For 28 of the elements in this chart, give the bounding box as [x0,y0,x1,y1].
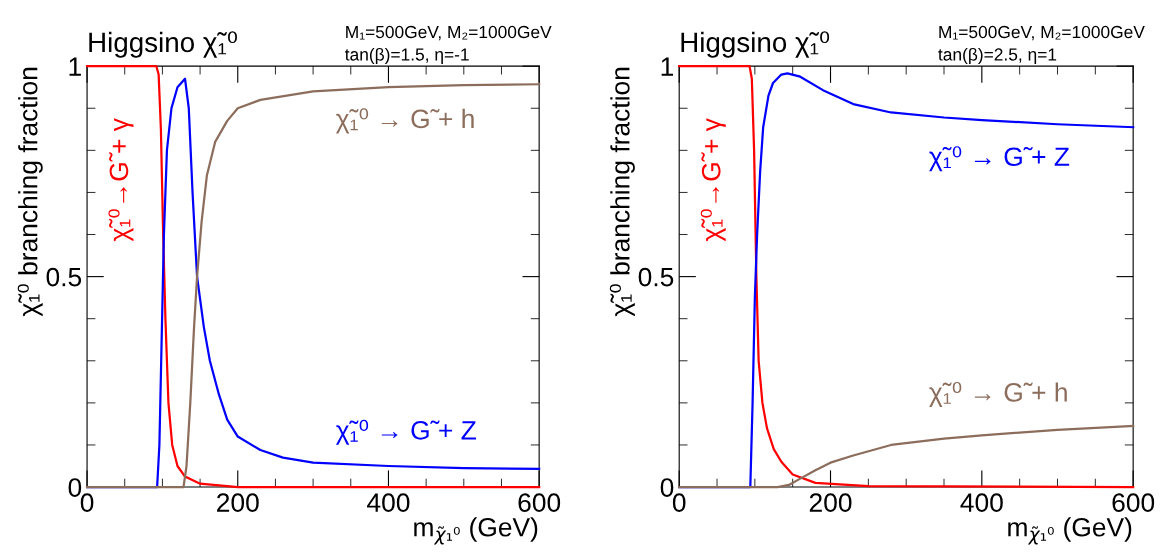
y-tick-label: 1 [661,57,674,76]
chart-title: Higgsino χ̃₁⁰ [681,31,830,58]
x-tick-label: 400 [367,493,410,512]
y-tick-label: 1 [69,57,81,76]
x-tick-label: 0 [672,493,686,512]
y-axis-title: χ̃₁⁰ branching fraction [17,67,43,317]
y-tick-label: 0 [660,478,674,497]
x-tick-label: 0 [80,493,94,512]
x-tick-label: 400 [960,493,1003,512]
x-axis-title: m$_{χ̃₁⁰}$ (GeV) [1008,517,1132,545]
text: χ̃₁⁰→G̃ + γ [700,118,726,242]
series-label: χ̃₁⁰ → G̃ + Z [929,146,1070,172]
series-label: χ̃₁⁰ → G̃ + h [335,108,474,134]
series-label: χ̃₁⁰ → G̃ + Z [335,419,476,445]
chart-subtitle: M₁=500GeV, M₂=1000GeV tan(β)=2.5, η=1 [938,25,1145,65]
y-axis-title: χ̃₁⁰ branching fraction [609,67,635,317]
series-label: χ̃₁⁰ → G̃ + h [929,381,1067,407]
x-tick-label: 200 [809,493,852,512]
x-tick-label: 600 [518,493,561,512]
y-tick-label: 0.5 [638,267,674,287]
y-tick-label: 0 [68,478,82,497]
x-tick-label: 600 [1112,493,1155,512]
y-tick-label: 0.5 [46,267,82,287]
text: χ̃₁⁰→G̃ + γ [108,118,134,242]
chart-title: Higgsino χ̃₁⁰ [89,31,237,58]
x-axis-title: m$_{χ̃₁⁰}$ (GeV) [414,517,538,545]
chart-subtitle: M₁=500GeV, M₂=1000GeV tan(β)=1.5, η=-1 [345,25,552,65]
x-tick-label: 200 [217,493,259,512]
